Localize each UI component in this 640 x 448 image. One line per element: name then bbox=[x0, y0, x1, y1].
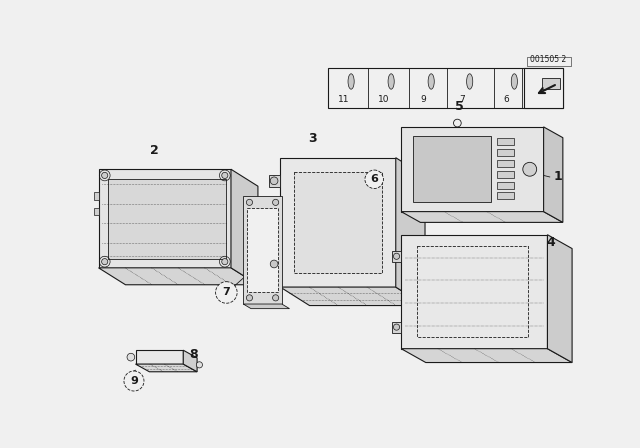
Text: 1: 1 bbox=[553, 170, 562, 184]
Circle shape bbox=[127, 353, 135, 361]
Polygon shape bbox=[392, 322, 401, 332]
Circle shape bbox=[365, 170, 383, 189]
Ellipse shape bbox=[511, 74, 517, 89]
Circle shape bbox=[454, 119, 461, 127]
Polygon shape bbox=[497, 171, 514, 178]
Text: 5: 5 bbox=[454, 99, 463, 112]
Text: 8: 8 bbox=[189, 348, 198, 361]
Text: 001505 2: 001505 2 bbox=[531, 56, 566, 65]
Ellipse shape bbox=[388, 74, 394, 89]
Polygon shape bbox=[401, 127, 543, 211]
Text: 9: 9 bbox=[420, 95, 426, 104]
Circle shape bbox=[124, 371, 144, 391]
Polygon shape bbox=[136, 350, 183, 364]
Text: 7: 7 bbox=[223, 288, 230, 297]
Circle shape bbox=[221, 258, 228, 265]
Polygon shape bbox=[497, 160, 514, 167]
Polygon shape bbox=[136, 364, 197, 372]
Ellipse shape bbox=[428, 74, 435, 89]
Circle shape bbox=[246, 295, 253, 301]
Circle shape bbox=[394, 324, 399, 330]
Polygon shape bbox=[94, 208, 99, 215]
Polygon shape bbox=[524, 68, 563, 108]
Polygon shape bbox=[497, 181, 514, 189]
Circle shape bbox=[102, 258, 108, 265]
Polygon shape bbox=[294, 172, 382, 273]
Polygon shape bbox=[280, 287, 425, 306]
Polygon shape bbox=[243, 304, 289, 309]
Ellipse shape bbox=[348, 74, 354, 89]
Polygon shape bbox=[99, 169, 231, 268]
Circle shape bbox=[273, 199, 279, 206]
Circle shape bbox=[196, 362, 202, 368]
Polygon shape bbox=[280, 158, 396, 287]
Text: 3: 3 bbox=[308, 132, 317, 145]
Polygon shape bbox=[401, 211, 563, 222]
Polygon shape bbox=[547, 235, 572, 362]
Polygon shape bbox=[392, 251, 401, 262]
Polygon shape bbox=[401, 349, 572, 362]
Circle shape bbox=[523, 162, 537, 176]
Polygon shape bbox=[328, 68, 563, 108]
Polygon shape bbox=[99, 268, 258, 285]
Polygon shape bbox=[497, 192, 514, 199]
Polygon shape bbox=[413, 136, 491, 202]
Circle shape bbox=[394, 253, 399, 259]
Text: 4: 4 bbox=[547, 236, 556, 249]
Polygon shape bbox=[94, 192, 99, 200]
Polygon shape bbox=[108, 178, 227, 258]
Ellipse shape bbox=[467, 74, 473, 89]
Circle shape bbox=[270, 177, 278, 185]
Text: 9: 9 bbox=[130, 376, 138, 386]
Text: 6: 6 bbox=[371, 174, 378, 184]
Polygon shape bbox=[269, 258, 280, 270]
Circle shape bbox=[270, 260, 278, 268]
Polygon shape bbox=[497, 138, 514, 146]
Polygon shape bbox=[231, 169, 258, 285]
Polygon shape bbox=[396, 158, 425, 306]
Text: 2: 2 bbox=[150, 143, 159, 156]
Text: 6: 6 bbox=[504, 95, 509, 104]
Polygon shape bbox=[269, 175, 280, 187]
Text: 11: 11 bbox=[338, 95, 349, 104]
Polygon shape bbox=[543, 127, 563, 222]
Polygon shape bbox=[183, 350, 197, 372]
Circle shape bbox=[102, 172, 108, 178]
Circle shape bbox=[246, 199, 253, 206]
Polygon shape bbox=[401, 235, 547, 349]
Circle shape bbox=[221, 172, 228, 178]
Circle shape bbox=[273, 295, 279, 301]
Polygon shape bbox=[243, 196, 282, 304]
Text: 10: 10 bbox=[378, 95, 389, 104]
Text: 7: 7 bbox=[459, 95, 465, 104]
Polygon shape bbox=[542, 78, 560, 89]
Polygon shape bbox=[497, 149, 514, 156]
Polygon shape bbox=[247, 208, 278, 293]
Circle shape bbox=[216, 282, 237, 303]
